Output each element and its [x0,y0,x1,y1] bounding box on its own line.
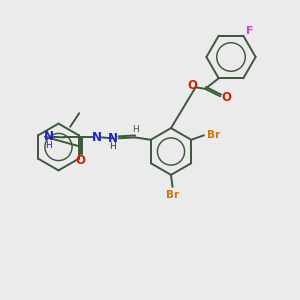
Text: O: O [76,154,85,167]
Text: Br: Br [207,130,220,140]
Text: N: N [92,131,102,144]
Text: O: O [188,79,198,92]
Text: H: H [109,142,116,151]
Text: O: O [221,91,231,104]
Text: N: N [44,130,53,143]
Text: Br: Br [166,190,179,200]
Text: N: N [108,132,118,145]
Text: H: H [45,141,52,150]
Text: H: H [132,125,139,134]
Text: F: F [246,26,254,36]
